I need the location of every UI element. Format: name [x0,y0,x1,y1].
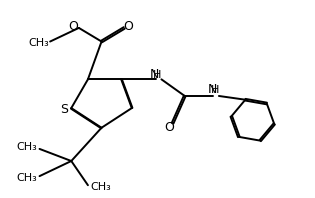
Text: CH₃: CH₃ [16,142,37,152]
Text: N: N [150,68,159,81]
Text: O: O [123,20,133,33]
Text: CH₃: CH₃ [16,173,37,183]
Text: O: O [164,121,174,134]
Text: N: N [207,83,217,96]
Text: O: O [68,20,78,33]
Text: CH₃: CH₃ [90,182,111,192]
Text: H: H [153,70,162,80]
Text: H: H [211,85,219,95]
Text: S: S [60,103,68,116]
Text: CH₃: CH₃ [28,38,49,48]
